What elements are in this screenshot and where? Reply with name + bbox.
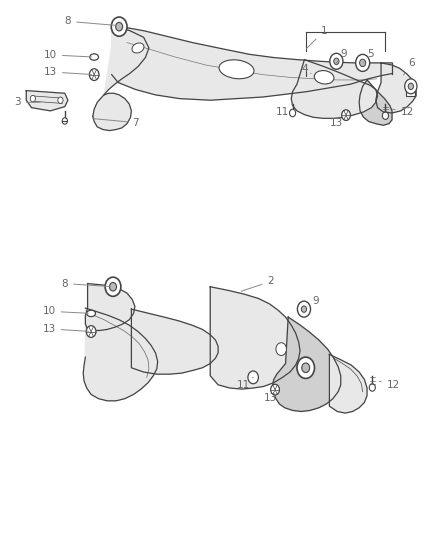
Polygon shape — [85, 284, 135, 330]
Polygon shape — [376, 63, 416, 113]
Polygon shape — [112, 28, 392, 100]
Circle shape — [58, 97, 63, 103]
Text: 13: 13 — [44, 67, 92, 77]
Polygon shape — [131, 309, 218, 374]
Text: 13: 13 — [330, 115, 346, 127]
Circle shape — [110, 282, 117, 291]
Ellipse shape — [87, 310, 95, 317]
Polygon shape — [359, 80, 392, 125]
Circle shape — [382, 112, 389, 119]
Text: 11: 11 — [237, 377, 253, 390]
Text: 11: 11 — [276, 104, 293, 117]
Polygon shape — [291, 60, 378, 118]
Circle shape — [297, 357, 314, 378]
Ellipse shape — [219, 60, 254, 79]
Ellipse shape — [314, 70, 334, 84]
Circle shape — [334, 58, 339, 64]
Text: 13: 13 — [264, 390, 277, 403]
Circle shape — [302, 363, 310, 373]
Circle shape — [342, 110, 350, 120]
Polygon shape — [83, 308, 158, 401]
Polygon shape — [272, 317, 341, 411]
Text: 13: 13 — [42, 324, 88, 334]
Polygon shape — [210, 287, 300, 389]
Text: 8: 8 — [64, 17, 116, 26]
Text: 10: 10 — [44, 50, 92, 60]
Text: 9: 9 — [306, 296, 319, 308]
Text: 8: 8 — [61, 279, 110, 288]
Text: 12: 12 — [392, 107, 414, 117]
Circle shape — [276, 343, 286, 356]
Polygon shape — [93, 28, 149, 131]
Circle shape — [271, 384, 279, 395]
Text: 1: 1 — [306, 26, 328, 49]
Circle shape — [86, 326, 96, 337]
Text: 4: 4 — [301, 64, 311, 74]
Text: 9: 9 — [336, 50, 347, 63]
Circle shape — [405, 79, 417, 94]
Text: 10: 10 — [42, 306, 88, 316]
Circle shape — [356, 54, 370, 71]
Text: 6: 6 — [404, 58, 415, 75]
Text: 7: 7 — [92, 118, 139, 127]
Text: 3: 3 — [14, 98, 40, 107]
Polygon shape — [26, 91, 68, 111]
Circle shape — [290, 109, 296, 117]
Circle shape — [89, 69, 99, 80]
Text: 2: 2 — [241, 277, 274, 291]
Ellipse shape — [132, 43, 144, 53]
Circle shape — [297, 301, 311, 317]
Circle shape — [30, 95, 35, 102]
Text: 5: 5 — [364, 50, 374, 63]
Circle shape — [116, 22, 123, 31]
Circle shape — [330, 53, 343, 69]
Circle shape — [62, 118, 67, 124]
Circle shape — [248, 371, 258, 384]
Circle shape — [360, 59, 366, 67]
Ellipse shape — [90, 54, 99, 60]
Polygon shape — [329, 354, 367, 413]
Circle shape — [111, 17, 127, 36]
Bar — [406, 86, 415, 96]
Circle shape — [408, 83, 413, 90]
Circle shape — [301, 306, 307, 312]
Text: 12: 12 — [379, 380, 400, 390]
Circle shape — [105, 277, 121, 296]
Circle shape — [369, 384, 375, 391]
